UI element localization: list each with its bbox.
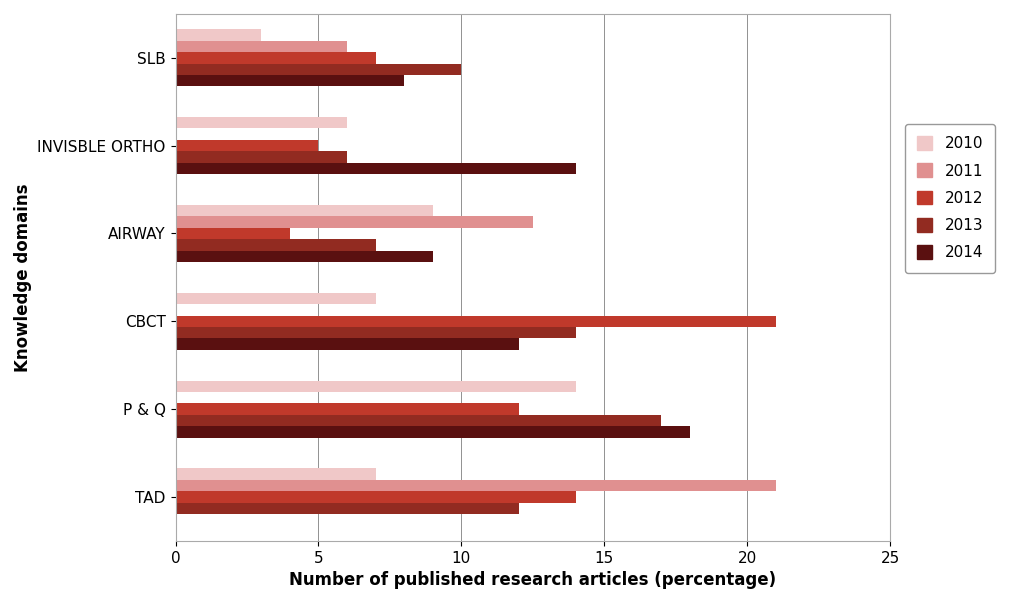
Bar [176,403,518,415]
Bar [176,327,576,338]
Bar [176,469,376,480]
Bar [176,30,262,40]
Bar [176,75,404,86]
Bar [176,228,290,239]
Bar [176,338,518,350]
Bar [176,239,376,251]
Bar [176,52,376,63]
Bar [176,415,662,426]
Y-axis label: Knowledge domains: Knowledge domains [14,183,32,371]
Bar [176,151,347,163]
Legend: 2010, 2011, 2012, 2013, 2014: 2010, 2011, 2012, 2013, 2014 [905,124,996,273]
Bar [176,480,776,491]
Bar [176,63,462,75]
Bar [176,380,576,392]
Bar [176,491,576,503]
Bar [176,117,347,128]
Bar [176,292,376,304]
Bar [176,216,533,228]
Bar [176,251,432,262]
Bar [176,315,776,327]
Bar [176,40,347,52]
Bar [176,163,576,174]
X-axis label: Number of published research articles (percentage): Number of published research articles (p… [289,571,777,589]
Bar [176,205,432,216]
Bar [176,140,318,151]
Bar [176,503,518,514]
Bar [176,426,690,438]
